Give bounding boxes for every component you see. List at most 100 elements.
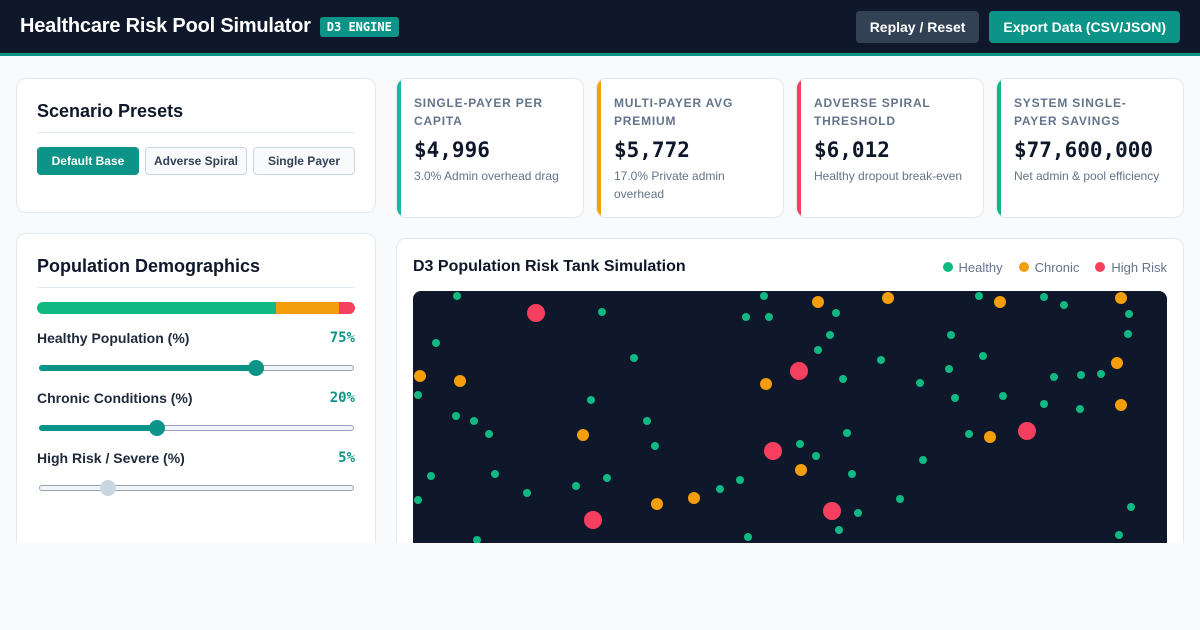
- slider-fill: [39, 425, 157, 431]
- high-risk-dot-icon: [1095, 262, 1106, 272]
- healthy-particle: [826, 331, 834, 339]
- chronic-conditions-control: Chronic Conditions (%) 20%: [37, 390, 355, 438]
- healthy-dot-icon: [942, 262, 953, 272]
- export-data-button[interactable]: Export Data (CSV/JSON): [989, 10, 1180, 43]
- high-risk-label: High Risk / Severe (%): [37, 450, 185, 466]
- preset-adverse-spiral-button[interactable]: Adverse Spiral: [145, 147, 247, 175]
- chronic-particle: [994, 296, 1006, 308]
- top-actions: Replay / Reset Export Data (CSV/JSON): [855, 10, 1180, 43]
- healthy-particle: [999, 392, 1007, 400]
- metric-value: $4,996: [414, 138, 490, 162]
- legend-item-high-risk: High Risk: [1095, 260, 1167, 275]
- healthy-particle: [1040, 293, 1048, 301]
- metric-value: $5,772: [614, 138, 690, 162]
- healthy-particle: [1077, 371, 1085, 379]
- high-risk-particle: [790, 362, 808, 380]
- healthy-particle: [630, 354, 638, 362]
- slider-fill: [39, 365, 256, 371]
- legend-item-chronic: Chronic: [1018, 260, 1079, 275]
- simulation-legend: Healthy Chronic High Risk: [942, 260, 1167, 275]
- healthy-particle: [414, 496, 422, 504]
- healthy-particle: [896, 495, 904, 503]
- page-bottom-background: [0, 543, 1200, 630]
- healthy-particle: [744, 533, 752, 541]
- chronic-particle: [984, 431, 996, 443]
- healthy-particle: [814, 346, 822, 354]
- chronic-particle: [795, 464, 807, 476]
- chronic-particle: [577, 429, 589, 441]
- healthy-particle: [760, 292, 768, 300]
- healthy-particle: [848, 470, 856, 478]
- metric-label: Multi-Payer Avg Premium: [614, 96, 734, 128]
- app-title: Healthcare Risk Pool Simulator: [20, 15, 311, 37]
- healthy-particle: [742, 313, 750, 321]
- healthy-particle: [716, 485, 724, 493]
- high-risk-control: High Risk / Severe (%) 5%: [37, 450, 355, 498]
- slider-thumb[interactable]: [100, 480, 117, 496]
- legend-item-healthy: Healthy: [942, 260, 1003, 275]
- healthy-particle: [470, 417, 478, 425]
- risk-tank-simulation-panel: D3 Population Risk Tank Simulation Healt…: [396, 238, 1184, 591]
- replay-reset-button[interactable]: Replay / Reset: [855, 10, 980, 43]
- top-bar: Healthcare Risk Pool Simulator D3 ENGINE…: [0, 0, 1200, 56]
- healthy-particle: [947, 331, 955, 339]
- high-risk-slider[interactable]: [37, 478, 355, 498]
- healthy-particle: [945, 365, 953, 373]
- healthy-particle: [587, 396, 595, 404]
- healthy-particle: [1060, 301, 1068, 309]
- slider-thumb[interactable]: [148, 420, 165, 436]
- healthy-particle: [843, 429, 851, 437]
- healthy-particle: [1115, 531, 1123, 539]
- healthy-particle: [1040, 400, 1048, 408]
- healthy-particle: [979, 352, 987, 360]
- slider-thumb[interactable]: [247, 360, 264, 376]
- population-demographics-panel: Population Demographics Healthy Populati…: [16, 233, 376, 553]
- healthy-particle: [485, 430, 493, 438]
- chronic-particle: [1111, 357, 1123, 369]
- healthy-population-label: Healthy Population (%): [37, 330, 190, 346]
- engine-badge: D3 ENGINE: [319, 16, 399, 37]
- chronic-particle: [760, 378, 772, 390]
- healthy-particle: [835, 526, 843, 534]
- healthy-particle: [651, 442, 659, 450]
- preset-default-base-button[interactable]: Default Base: [37, 147, 139, 175]
- metric-subtext: Net admin & pool efficiency: [1014, 169, 1160, 183]
- healthy-particle: [453, 292, 461, 300]
- healthy-particle: [643, 417, 651, 425]
- healthy-particle: [919, 456, 927, 464]
- simulation-title: D3 Population Risk Tank Simulation: [413, 258, 686, 275]
- healthy-particle: [473, 536, 481, 544]
- chronic-particle: [688, 492, 700, 504]
- mix-chronic-segment: [275, 302, 340, 314]
- scenario-presets-panel: Scenario Presets Default Base Adverse Sp…: [16, 78, 376, 213]
- chronic-particle: [454, 375, 466, 387]
- healthy-particle: [491, 470, 499, 478]
- healthy-particle: [832, 309, 840, 317]
- metric-multi-payer-avg-premium: Multi-Payer Avg Premium $5,772 17.0% Pri…: [596, 78, 784, 218]
- metric-label: Single-Payer Per Capita: [414, 96, 543, 128]
- healthy-population-slider[interactable]: [37, 358, 355, 378]
- scenario-presets-title: Scenario Presets: [37, 101, 355, 133]
- healthy-particle: [1125, 310, 1133, 318]
- population-risk-tank: [413, 291, 1167, 591]
- metric-subtext: 17.0% Private admin overhead: [614, 169, 725, 201]
- healthy-particle: [812, 452, 820, 460]
- metric-adverse-spiral-threshold: Adverse Spiral Threshold $6,012 Healthy …: [796, 78, 984, 218]
- preset-single-payer-button[interactable]: Single Payer: [253, 147, 355, 175]
- metric-single-payer-per-capita: Single-Payer Per Capita $4,996 3.0% Admi…: [396, 78, 584, 218]
- population-demographics-title: Population Demographics: [37, 256, 355, 288]
- high-risk-particle: [527, 304, 545, 322]
- metric-subtext: Healthy dropout break-even: [814, 169, 963, 183]
- metric-label: Adverse Spiral Threshold: [814, 96, 931, 128]
- chronic-conditions-label: Chronic Conditions (%): [37, 390, 193, 406]
- high-risk-particle: [584, 511, 602, 529]
- metric-system-single-payer-savings: System Single-Payer Savings $77,600,000 …: [996, 78, 1184, 218]
- chronic-particle: [651, 498, 663, 510]
- healthy-particle: [603, 474, 611, 482]
- healthy-particle: [877, 356, 885, 364]
- chronic-particle: [882, 292, 894, 304]
- chronic-particle: [1115, 399, 1127, 411]
- chronic-conditions-slider[interactable]: [37, 418, 355, 438]
- healthy-particle: [951, 394, 959, 402]
- population-mix-bar: [37, 302, 355, 314]
